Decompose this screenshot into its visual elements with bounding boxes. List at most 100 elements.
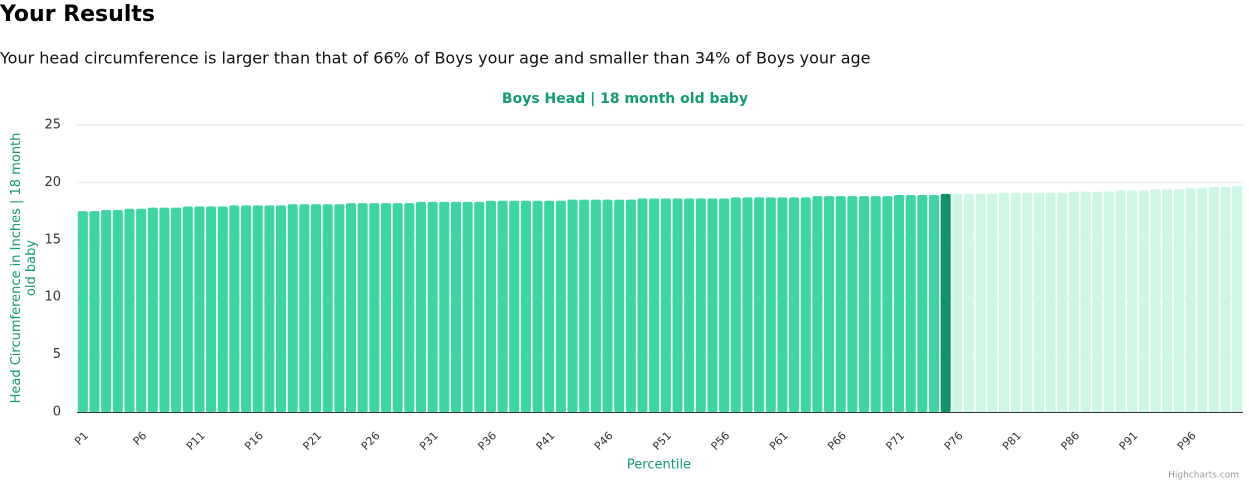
- bar: [567, 199, 578, 412]
- bar: [532, 200, 543, 412]
- bar: [695, 198, 706, 412]
- bar: [602, 199, 613, 412]
- bar: [287, 204, 298, 412]
- bar: [1068, 191, 1079, 412]
- bar: [963, 193, 975, 412]
- bar: [1208, 186, 1219, 412]
- bar: [835, 196, 846, 412]
- bar: [859, 196, 870, 412]
- bar: [1220, 186, 1231, 412]
- bar: [649, 198, 660, 412]
- bar: [276, 205, 287, 412]
- bar: [520, 200, 531, 412]
- x-tick-label: P66: [825, 429, 849, 453]
- bar: [672, 198, 683, 412]
- bar: [637, 198, 648, 412]
- x-tick-label: P76: [942, 429, 966, 453]
- bar: [147, 207, 158, 412]
- bar: [404, 203, 415, 412]
- x-axis-title: Percentile: [627, 458, 691, 473]
- bar: [928, 195, 940, 412]
- bar: [474, 201, 485, 412]
- bar: [136, 208, 147, 412]
- bar: [101, 209, 112, 412]
- bar: [847, 196, 858, 412]
- x-tick-label: P81: [1000, 429, 1024, 453]
- bar: [952, 193, 963, 412]
- bar: [719, 198, 730, 412]
- bar: [392, 203, 403, 412]
- bar: [905, 195, 916, 412]
- bar: [1115, 190, 1126, 412]
- bar: [1173, 189, 1184, 412]
- bar: [1232, 185, 1243, 412]
- bar: [1197, 188, 1208, 412]
- bar: [579, 199, 590, 412]
- x-tick-label: P91: [1117, 429, 1141, 453]
- summary: Your head circumference is larger than t…: [0, 49, 871, 68]
- bar: [345, 203, 357, 412]
- bar: [427, 201, 438, 412]
- bar: [824, 196, 835, 412]
- y-tick-label: 5: [53, 347, 61, 362]
- bar: [742, 197, 753, 412]
- x-tick-label: P61: [767, 429, 791, 453]
- bar: [1150, 189, 1161, 412]
- bar: [171, 207, 182, 412]
- bar: [1033, 192, 1044, 412]
- bar: [917, 195, 928, 412]
- bar: [89, 211, 100, 412]
- bar: [730, 197, 741, 412]
- bar: [311, 204, 322, 412]
- bar: [229, 205, 240, 412]
- bar: [975, 193, 986, 412]
- bar: [789, 197, 800, 412]
- bar: [322, 204, 333, 412]
- bar: [590, 199, 601, 412]
- bar: [684, 198, 695, 412]
- bar: [439, 201, 450, 412]
- y-tick-label: 25: [44, 118, 61, 133]
- bar: [614, 199, 625, 412]
- bar: [124, 208, 135, 412]
- bar: [625, 199, 636, 412]
- x-tick-label: P36: [475, 429, 499, 453]
- x-tick-label: P71: [883, 429, 907, 453]
- bar: [987, 193, 998, 412]
- bar: [334, 204, 345, 412]
- bar: [485, 200, 496, 412]
- bar: [1080, 191, 1091, 412]
- bar: [544, 200, 555, 412]
- bar: [777, 197, 788, 412]
- y-tick-label: 15: [44, 232, 61, 247]
- chart-title: Boys Head | 18 month old baby: [502, 91, 748, 107]
- bar: [1103, 191, 1114, 412]
- bar: [800, 197, 811, 412]
- bar: [194, 206, 205, 412]
- x-tick-label: P46: [592, 429, 616, 453]
- x-tick-label: P41: [534, 429, 558, 453]
- bar: [1138, 190, 1149, 412]
- x-tick-label: P86: [1058, 429, 1082, 453]
- bar: [812, 196, 823, 412]
- bar: [299, 204, 310, 412]
- page-title: Your Results: [0, 2, 155, 27]
- x-tick-label: P26: [359, 429, 383, 453]
- y-tick-label: 0: [53, 405, 61, 420]
- bar: [1092, 191, 1103, 412]
- x-tick-label: P6: [131, 429, 150, 448]
- bar: [1010, 192, 1021, 412]
- bar: [357, 203, 368, 412]
- x-tick-label: P16: [242, 429, 266, 453]
- bar: [1045, 192, 1056, 412]
- y-tick-label: 10: [44, 290, 61, 305]
- x-tick-label: P11: [184, 429, 208, 453]
- bar: [462, 201, 473, 412]
- bar: [660, 198, 671, 412]
- bar: [707, 198, 718, 412]
- bar: [497, 200, 508, 412]
- bar: [998, 192, 1009, 412]
- bar: [369, 203, 380, 412]
